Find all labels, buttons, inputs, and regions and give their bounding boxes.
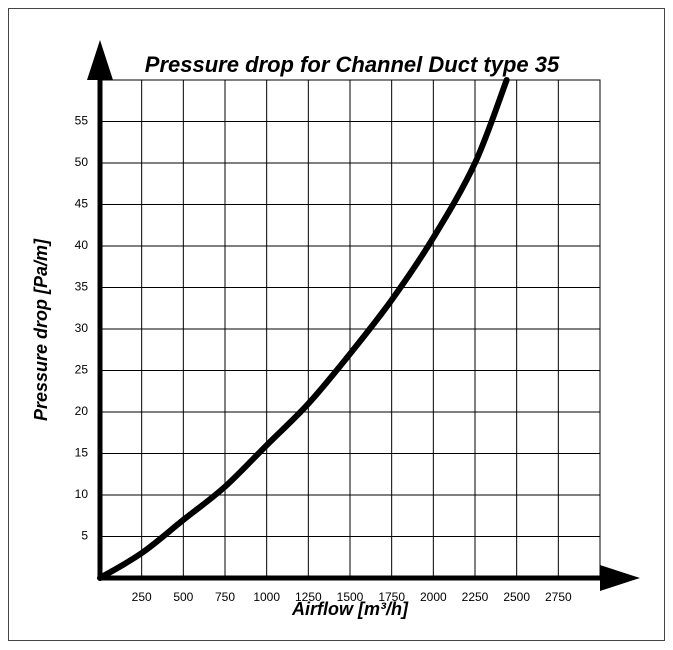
plot xyxy=(97,77,510,581)
x-tick-label: 2250 xyxy=(462,590,489,604)
x-tick-label: 1000 xyxy=(253,590,280,604)
y-tick-label: 5 xyxy=(81,529,88,543)
y-tick-label: 20 xyxy=(75,404,89,418)
y-tick-label: 50 xyxy=(75,155,89,169)
x-tick-label: 1750 xyxy=(378,590,405,604)
x-axis-label: Airflow [m³/h] xyxy=(291,599,409,619)
y-tick-label: 25 xyxy=(75,363,89,377)
x-tick-label: 250 xyxy=(132,590,152,604)
y-tick-label: 55 xyxy=(75,114,89,128)
x-tick-label: 1250 xyxy=(295,590,322,604)
frame xyxy=(8,8,665,641)
data-line xyxy=(97,77,510,581)
y-tick-label: 45 xyxy=(75,197,89,211)
y-tick-label: 15 xyxy=(75,446,89,460)
y-tick-label: 30 xyxy=(75,321,89,335)
chart-title: Pressure drop for Channel Duct type 35 xyxy=(145,52,560,77)
x-tick-label: 2500 xyxy=(503,590,530,604)
x-arrow xyxy=(600,565,640,591)
y-tick-label: 10 xyxy=(75,487,89,501)
y-arrow xyxy=(87,40,113,80)
x-tick-label: 750 xyxy=(215,590,235,604)
y-tick-label: 40 xyxy=(75,238,89,252)
x-tick-label: 2000 xyxy=(420,590,447,604)
x-tick-label: 500 xyxy=(173,590,193,604)
y-axis-label: Pressure drop [Pa/m] xyxy=(31,238,51,421)
x-tick-label: 1500 xyxy=(337,590,364,604)
y-tick-label: 35 xyxy=(75,280,89,294)
grid xyxy=(99,79,601,579)
x-tick-label: 2750 xyxy=(545,590,572,604)
